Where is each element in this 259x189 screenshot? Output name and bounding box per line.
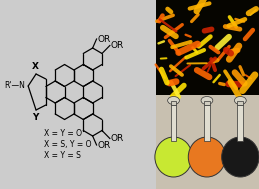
Text: X = Y = O: X = Y = O <box>44 129 82 139</box>
Bar <box>156 0 259 94</box>
Text: X = S, Y = O: X = S, Y = O <box>44 140 91 149</box>
Ellipse shape <box>188 137 226 177</box>
Bar <box>156 94 259 189</box>
Bar <box>171 101 176 105</box>
Text: X: X <box>32 62 39 71</box>
Ellipse shape <box>168 97 179 105</box>
Text: Y: Y <box>32 113 38 122</box>
Text: OR: OR <box>111 41 124 50</box>
Bar <box>204 101 210 105</box>
Text: X = Y = S: X = Y = S <box>44 152 81 160</box>
Text: R'—N: R'—N <box>4 81 25 91</box>
Text: OR: OR <box>98 35 111 43</box>
Bar <box>238 101 243 105</box>
Bar <box>171 105 176 141</box>
Ellipse shape <box>155 137 192 177</box>
Ellipse shape <box>201 97 213 105</box>
Bar <box>238 105 243 141</box>
Bar <box>204 105 210 141</box>
Ellipse shape <box>234 97 246 105</box>
Text: OR: OR <box>98 140 111 149</box>
Ellipse shape <box>222 137 259 177</box>
Text: OR: OR <box>111 134 124 143</box>
Bar <box>5 0 156 189</box>
